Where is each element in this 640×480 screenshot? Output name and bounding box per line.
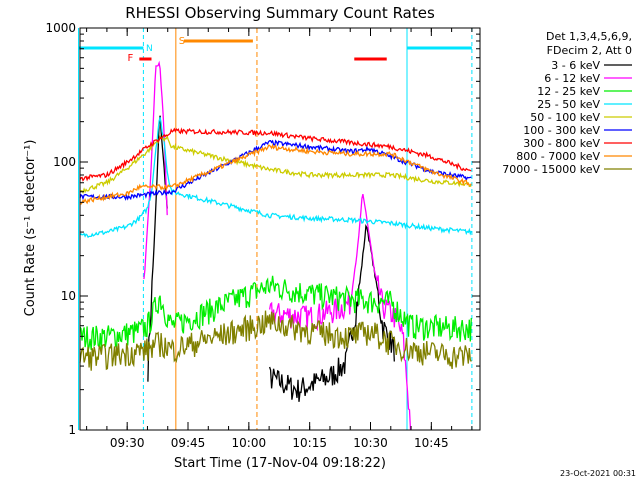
x-tick-label-1: 09:45 (171, 436, 206, 450)
x-tick-label-3: 10:15 (292, 436, 327, 450)
x-tick-label-5: 10:45 (414, 436, 449, 450)
legend-label-4: 50 - 100 keV (530, 111, 600, 124)
footer-date: 23-Oct-2021 00:31 (560, 469, 636, 478)
x-axis-label: Start Time (17-Nov-04 09:18:22) (174, 456, 386, 471)
series-line-0-0 (147, 115, 168, 382)
legend-label-5: 100 - 300 keV (523, 124, 600, 137)
legend-label-2: 12 - 25 keV (537, 85, 600, 98)
legend-label-6: 300 - 800 keV (523, 137, 600, 150)
legend-label-1: 6 - 12 keV (544, 72, 600, 85)
y-tick-label-0: 1 (68, 423, 76, 437)
series-line-7-0 (79, 143, 472, 205)
chart-title: RHESSI Observing Summary Count Rates (125, 4, 435, 22)
series-line-2-0 (79, 275, 472, 351)
y-axis-label: Count Rate (s⁻¹ detector⁻¹) (23, 140, 38, 317)
x-tick-label-0: 09:30 (110, 436, 145, 450)
x-tick-label-4: 10:30 (353, 436, 388, 450)
legend: Det 1,3,4,5,6,9, FDecim 2, Att 0 3 - 6 k… (502, 30, 632, 176)
legend-label-7: 800 - 7000 keV (516, 150, 600, 163)
axes: 1 10 100 1000 09:30 09:45 10:00 10:15 10:30 10:45 (45, 21, 481, 450)
series-line-3-0 (79, 117, 472, 239)
legend-label-0: 3 - 6 keV (551, 59, 600, 72)
f-flag-label: F (127, 53, 133, 64)
series-line-5-0 (79, 139, 472, 201)
legend-label-3: 25 - 50 keV (537, 98, 600, 111)
legend-label-8: 7000 - 15000 keV (502, 163, 600, 176)
plot-frame (79, 27, 481, 431)
n-flag-label: N (146, 44, 153, 54)
plot-area: F N S (78, 28, 473, 431)
series-line-4-0 (79, 134, 472, 195)
series-line-1-0 (143, 60, 168, 280)
y-tick-label-2: 100 (53, 155, 76, 169)
x-tick-label-2: 10:00 (232, 436, 267, 450)
series-line-8-0 (79, 310, 472, 371)
series-line-6-0 (79, 127, 472, 182)
legend-header-line-2: FDecim 2, Att 0 (547, 44, 632, 57)
y-tick-label-3: 1000 (45, 21, 76, 35)
s-flag-label: S (179, 36, 185, 47)
y-tick-label-1: 10 (61, 289, 76, 303)
series-line-1-1 (268, 193, 412, 431)
legend-header-line-1: Det 1,3,4,5,6,9, (546, 30, 632, 43)
